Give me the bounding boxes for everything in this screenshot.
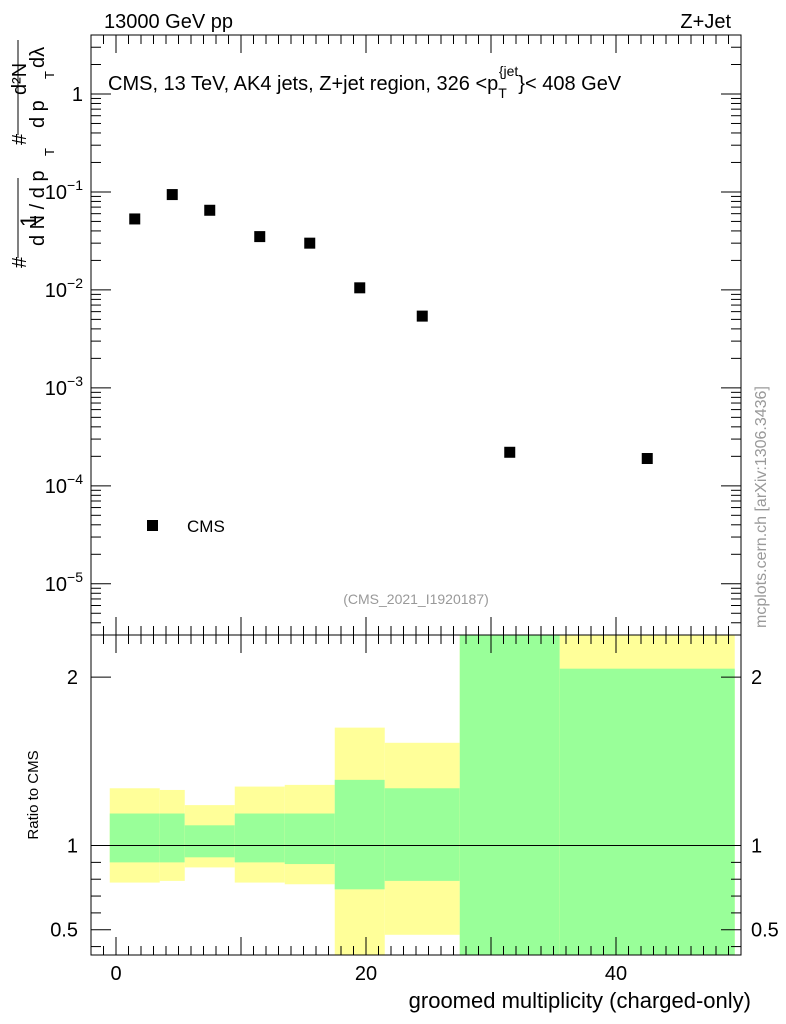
ylabel-hash-a: # [9, 256, 31, 268]
ratio-bands [109, 635, 735, 955]
main-y-tick-labels: 110−110−210−310−410−5 [45, 84, 83, 596]
chart-title-sub: T [498, 85, 507, 101]
ratio-ticks [90, 635, 742, 955]
ratio-y-tick-label-left: 1 [67, 836, 78, 858]
ratio-y-tick-label-right: 2 [751, 667, 762, 689]
y-tick-mantissa: 10 [45, 574, 67, 596]
ratio-y-tick-label-left: 2 [67, 667, 78, 689]
legend-label: CMS [187, 517, 225, 536]
data-point-4 [304, 237, 316, 249]
y-tick-label: 10−2 [45, 275, 83, 302]
y-tick-mantissa: 10 [45, 476, 67, 498]
header-right: Z+Jet [680, 11, 731, 33]
main-y-ticks [91, 34, 741, 636]
y-tick-exponent: −3 [67, 373, 83, 389]
data-points [129, 189, 653, 465]
ylabel-d2N: d²N [9, 63, 31, 95]
ratio-y-tick-label-right: 1 [751, 836, 762, 858]
y-tick-label: 1 [72, 84, 83, 106]
ratio-band-inner-4 [284, 813, 335, 865]
y-tick-label: 10−4 [45, 471, 83, 498]
data-point-7 [504, 446, 516, 458]
chart-title-brace: } [518, 73, 525, 95]
ylabel-T-b: T [42, 71, 57, 79]
chart-title-prefix: CMS, 13 TeV, AK4 jets, Z+jet region, 326… [108, 73, 498, 95]
ratio-band-inner-0 [109, 813, 160, 863]
ratio-x-tick-labels: 0 20 40 [110, 963, 627, 985]
x-tick-label: 0 [110, 963, 121, 985]
analysis-label: (CMS_2021_I1920187) [343, 591, 489, 607]
watermark: mcplots.cern.ch [arXiv:1306.3436] [753, 386, 770, 628]
data-point-1 [166, 189, 178, 201]
y-tick-exponent: −5 [67, 569, 83, 585]
main-y-axis-label: 1 # d N / d p T # d p T d²N dλ [9, 40, 57, 268]
y-tick-exponent: −4 [67, 471, 83, 487]
ratio-y-tick-label-right: 0.5 [751, 920, 779, 942]
x-axis-label: groomed multiplicity (charged-only) [409, 988, 751, 1013]
x-tick-label: 40 [605, 963, 627, 985]
y-tick-exponent: −2 [67, 275, 83, 291]
data-point-6 [416, 310, 428, 322]
chart-title: CMS, 13 TeV, AK4 jets, Z+jet region, 326… [108, 63, 622, 101]
y-tick-mantissa: 1 [72, 84, 83, 106]
data-point-5 [354, 282, 366, 294]
data-point-2 [204, 204, 216, 216]
chart-title-suffix: < 408 GeV [525, 73, 622, 95]
ylabel-one: 1 [16, 215, 41, 227]
ylabel-dlambda: dλ [27, 47, 49, 68]
header-left: 13000 GeV pp [104, 11, 233, 33]
ratio-band-inner-5 [334, 779, 385, 890]
y-tick-label: 10−1 [45, 177, 83, 204]
ratio-band-inner-6 [384, 788, 460, 881]
main-plot-panel: 110−110−210−310−410−5 CMS, 13 TeV, AK4 j… [9, 34, 742, 636]
ylabel-dpT: d p [27, 100, 49, 128]
ratio-band-inner-1 [159, 813, 185, 863]
ylabel-hash-b: # [9, 133, 31, 145]
y-tick-mantissa: 10 [45, 378, 67, 400]
ratio-band-inner-2 [184, 825, 235, 858]
y-tick-label: 10−5 [45, 569, 83, 596]
chart-title-sup: {jet [499, 63, 519, 79]
ylabel-T-a: T [42, 148, 57, 156]
ratio-band-inner-7 [459, 635, 560, 955]
y-tick-mantissa: 10 [45, 182, 67, 204]
data-point-0 [129, 213, 141, 225]
ratio-band-inner-3 [234, 813, 285, 863]
ratio-plot-panel: 0.5 0.5 1 1 2 2 0 20 40 Ratio to CMS groomed mu… [25, 634, 779, 1013]
legend-marker [147, 520, 158, 531]
main-x-ticks [90, 35, 742, 635]
data-point-3 [254, 231, 266, 243]
ratio-y-tick-labels: 0.5 0.5 1 1 2 2 [50, 667, 779, 942]
y-tick-exponent: −1 [67, 177, 83, 193]
x-tick-label: 20 [355, 963, 377, 985]
data-point-8 [641, 453, 653, 465]
ylabel-dN: d N / d p [27, 170, 49, 246]
main-plot-frame [90, 34, 742, 636]
y-tick-label: 10−3 [45, 373, 83, 400]
y-tick-mantissa: 10 [45, 280, 67, 302]
ratio-band-inner-8 [559, 668, 735, 955]
ratio-y-axis-label: Ratio to CMS [25, 750, 42, 839]
ratio-y-tick-label-left: 0.5 [50, 920, 78, 942]
